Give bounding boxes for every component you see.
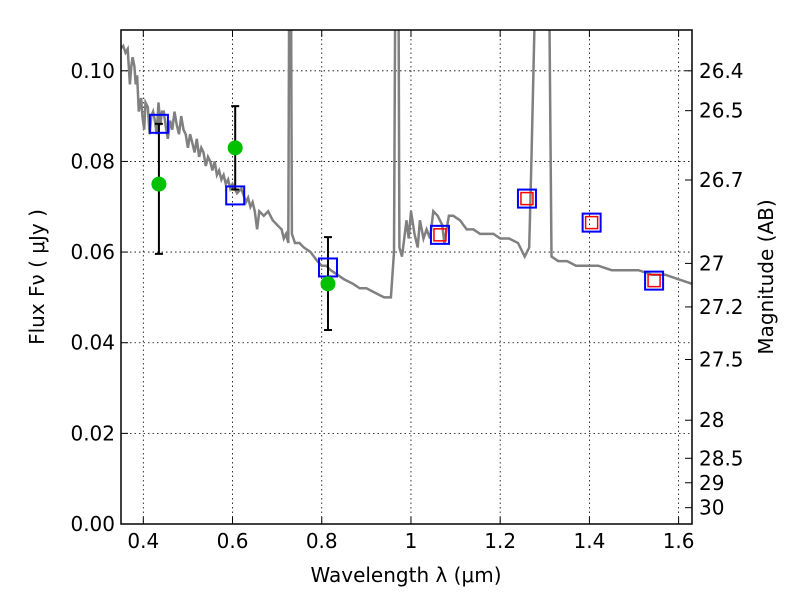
model-photometry-red-box	[584, 215, 599, 230]
x-axis-label: Wavelength λ (μm)	[310, 563, 501, 587]
tick-labels: 0.4 0.6 0.8 1 1.2 1.4 1.6 0.00 0.02 0.04 0.06 0.08 0…	[70, 59, 743, 553]
y2-tick-label: 28	[699, 408, 724, 432]
x-tick-label: 1.2	[484, 529, 516, 553]
y-tick-label: 0.06	[70, 240, 115, 264]
x-tick-label: 1.4	[573, 529, 605, 553]
axis-ticks	[121, 30, 692, 525]
y-axis-label: Flux Fν ( μJy )	[25, 209, 49, 345]
y2-tick-label: 30	[699, 496, 724, 520]
model-photometry-box	[516, 188, 537, 209]
x-tick-label: 1	[405, 529, 418, 553]
y2-tick-label: 27.2	[699, 295, 744, 319]
y-tick-label: 0.08	[70, 149, 115, 173]
observed-flux-point	[151, 176, 167, 192]
model-spectrum-line	[121, 30, 692, 299]
x-tick-label: 0.6	[217, 529, 249, 553]
model-photometry-red-box	[647, 273, 661, 288]
y2-tick-label: 26.4	[699, 59, 744, 83]
x-tick-label: 0.4	[127, 529, 159, 553]
y2-tick-label: 27.5	[699, 347, 744, 371]
model-photometry-red-box	[520, 191, 534, 206]
model-photometry-red-box	[433, 228, 447, 242]
model-photometry-box	[429, 224, 450, 245]
model-photometry-box	[225, 185, 246, 206]
model-photometry-box	[581, 212, 602, 233]
observed-flux-point	[227, 140, 243, 156]
y-tick-label: 0.02	[70, 421, 115, 445]
plot-frame	[120, 29, 693, 525]
x-tick-label: 0.8	[306, 529, 338, 553]
x-tick-label: 1.6	[663, 529, 695, 553]
y2-axis-label: Magnitude (AB)	[754, 199, 778, 354]
y-tick-label: 0.00	[70, 512, 115, 536]
grid-lines	[121, 30, 692, 525]
plot-area	[121, 30, 692, 332]
y2-tick-label: 29	[699, 471, 724, 495]
y-tick-label: 0.10	[70, 59, 115, 83]
observed-flux-point	[320, 276, 336, 292]
y-tick-label: 0.04	[70, 331, 115, 355]
y2-tick-label: 26.5	[699, 99, 744, 123]
y2-tick-label: 28.5	[699, 446, 744, 470]
y2-tick-label: 26.7	[699, 168, 744, 192]
model-photometry-box	[644, 270, 665, 291]
model-photometry-box	[148, 113, 169, 134]
y2-tick-label: 27	[699, 251, 724, 275]
